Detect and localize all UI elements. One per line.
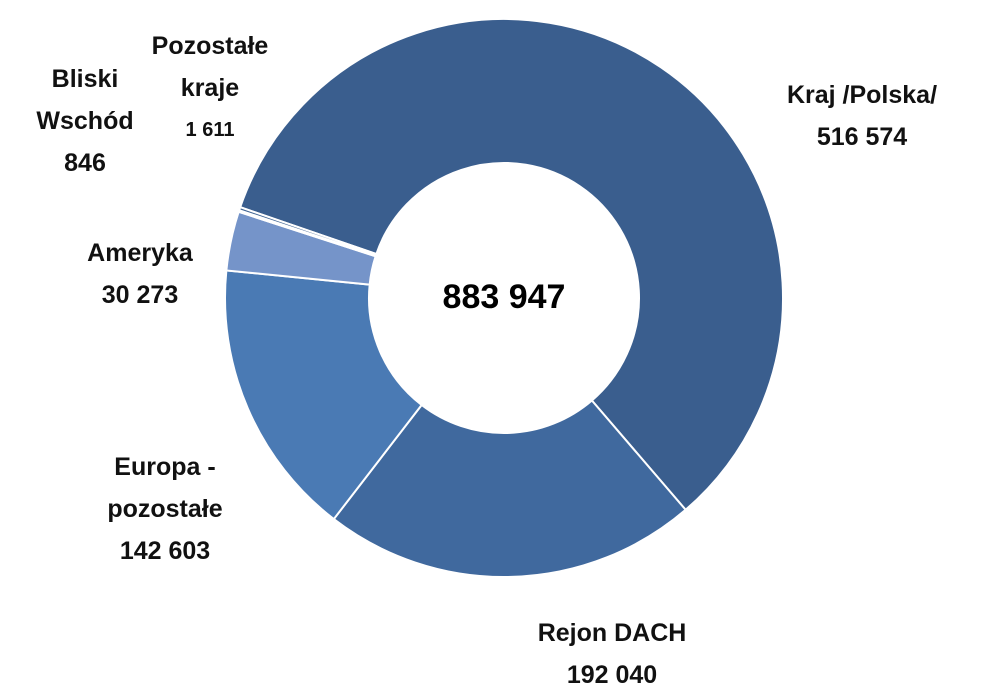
category-name: Bliski Wschód [36, 65, 134, 135]
slice-label: Kraj /Polska/516 574 [732, 74, 984, 158]
center-total: 883 947 [442, 278, 566, 316]
category-name: Kraj /Polska/ [786, 81, 938, 109]
value-label: 1 611 [185, 119, 235, 141]
category-name: Europa - pozostałe [107, 453, 223, 523]
slice-label: Pozostałe kraje 1 611 [140, 25, 280, 151]
category-name: Pozostałe kraje [151, 32, 269, 102]
slice-label: Ameryka 30 273 [55, 232, 225, 316]
category-name: Ameryka [87, 239, 193, 267]
value-label: 846 [64, 149, 106, 177]
category-name: Rejon DACH [537, 619, 687, 647]
value-label: 142 603 [119, 537, 211, 565]
slice [238, 18, 784, 512]
slice-label: Rejon DACH 192 040 [492, 612, 732, 688]
slice [332, 399, 688, 578]
slice-label: Bliski Wschód 846 [20, 58, 150, 184]
value-label: 30 273 [101, 281, 179, 309]
slice-label: Europa - pozostałe 142 603 [90, 446, 240, 572]
slice [237, 205, 378, 257]
value-label: 516 574 [816, 123, 908, 151]
slice [224, 269, 424, 521]
value-label: 192 040 [566, 661, 658, 688]
